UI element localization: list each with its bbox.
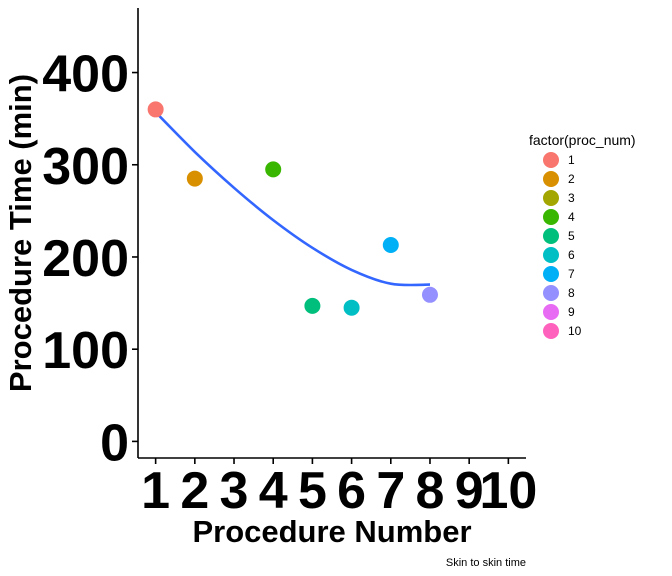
x-tick-label: 8 xyxy=(416,462,445,520)
axes xyxy=(137,8,526,459)
legend-label: 4 xyxy=(568,210,575,224)
ticks-layer: 0 100 200 300 400 1 2 3 4 5 6 7 8 910 xyxy=(42,46,537,520)
legend-key xyxy=(543,209,559,225)
legend-key xyxy=(543,266,559,282)
legend-key xyxy=(543,323,559,339)
x-tick-label: 1 xyxy=(141,462,170,520)
y-tick-label: 100 xyxy=(42,322,129,380)
legend-title: factor(proc_num) xyxy=(529,132,636,148)
legend-label: 3 xyxy=(568,191,575,205)
legend-label: 5 xyxy=(568,229,575,243)
data-point xyxy=(343,299,360,316)
x-tick-label: 4 xyxy=(259,462,288,520)
x-axis-title: Procedure Number xyxy=(192,514,471,549)
smooth-layer xyxy=(154,111,431,287)
y-axis-title: Procedure Time (min) xyxy=(3,74,38,392)
legend-label: 10 xyxy=(568,324,582,338)
x-tick-label: 5 xyxy=(298,462,327,520)
legend-label: 8 xyxy=(568,286,575,300)
legend-key xyxy=(543,190,559,206)
data-point xyxy=(382,236,399,253)
legend-key xyxy=(543,247,559,263)
legend-label: 1 xyxy=(568,153,575,167)
y-tick-label: 0 xyxy=(100,414,129,472)
data-point xyxy=(147,101,164,118)
legend-label: 7 xyxy=(568,267,575,281)
legend-key xyxy=(543,304,559,320)
x-tick-label: 10 xyxy=(479,462,537,520)
data-point xyxy=(186,170,203,187)
data-point xyxy=(265,161,282,178)
smooth-trend-line xyxy=(154,111,431,287)
x-tick-label: 3 xyxy=(220,462,249,520)
legend-key xyxy=(543,285,559,301)
legend-key xyxy=(543,152,559,168)
x-tick-label: 6 xyxy=(337,462,366,520)
legend: factor(proc_num) 1 2 3 4 5 6 7 8 9 10 xyxy=(529,132,636,339)
y-tick-label: 400 xyxy=(42,46,129,104)
legend-label: 9 xyxy=(568,305,575,319)
legend-label: 2 xyxy=(568,172,575,186)
points-layer xyxy=(147,101,438,316)
x-tick-label: 2 xyxy=(180,462,209,520)
data-point xyxy=(304,297,321,314)
y-tick-label: 300 xyxy=(42,138,129,196)
legend-label: 6 xyxy=(568,248,575,262)
y-tick-label: 200 xyxy=(42,230,129,288)
data-point xyxy=(421,286,438,303)
x-tick-label: 9 xyxy=(455,462,484,520)
legend-key xyxy=(543,228,559,244)
chart-caption: Skin to skin time xyxy=(446,557,526,569)
legend-key xyxy=(543,171,559,187)
x-tick-label: 7 xyxy=(376,462,405,520)
